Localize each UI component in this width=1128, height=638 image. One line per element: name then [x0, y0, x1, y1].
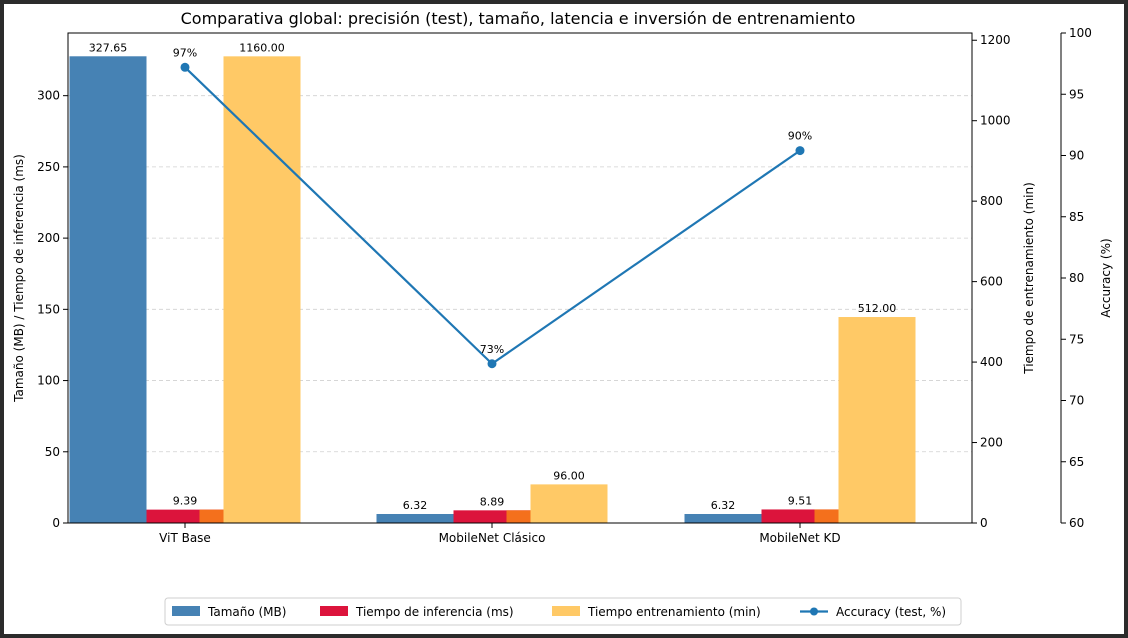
plot-frame [67, 32, 973, 524]
data-label: 512.00 [858, 302, 897, 315]
bars [69, 56, 916, 523]
accuracy-tick-label: 85 [1069, 210, 1084, 224]
legend-entry: Tiempo entrenamiento (min) [587, 605, 761, 619]
legend-marker [810, 607, 818, 616]
data-label: 9.51 [788, 494, 813, 507]
accuracy-point [487, 359, 497, 369]
left-tick-label: 300 [37, 89, 60, 103]
bar-overlay [814, 509, 839, 523]
accuracy-tick-label: 75 [1069, 332, 1084, 346]
accuracy-tick-label: 95 [1069, 87, 1084, 101]
left-tick-label: 50 [45, 445, 60, 459]
right-tick-label: 1200 [980, 33, 1011, 47]
right-axis-label: Tiempo de entrenamiento (min) [1022, 182, 1036, 375]
grid-lines [68, 95, 972, 453]
bar-1-1 [69, 56, 147, 523]
right-tick-label: 0 [980, 516, 988, 530]
legend: Tamaño (MB) Tiempo de inferencia (ms) Tiem… [164, 597, 962, 626]
bar-3-2 [530, 484, 608, 523]
right-tick-label: 800 [980, 194, 1003, 208]
bar-3-3 [838, 317, 916, 523]
data-label: 1160.00 [239, 41, 285, 54]
left-tick-label: 150 [37, 302, 60, 316]
x-tick-label: MobileNet Clásico [439, 531, 546, 545]
data-label: 6.32 [403, 499, 428, 512]
right-tick-label: 600 [980, 275, 1003, 289]
x-tick-label: ViT Base [159, 531, 211, 545]
accuracy-point [795, 146, 805, 156]
data-label: 8.89 [480, 495, 505, 508]
left-tick-label: 0 [52, 516, 60, 530]
accuracy-tick-label: 100 [1069, 26, 1092, 40]
data-label: 6.32 [711, 499, 736, 512]
data-label: 96.00 [553, 469, 585, 482]
data-label: 9.39 [173, 495, 198, 508]
chart-title: Comparativa global: precisión (test), ta… [181, 9, 856, 28]
accuracy-label: 90% [788, 130, 812, 143]
left-tick-label: 250 [37, 160, 60, 174]
right-tick-label: 200 [980, 436, 1003, 450]
accuracy-label: 97% [173, 46, 197, 59]
chart-svg: 327.65 6.32 6.32 9.39 8.89 9.51 1160.00 96.00 51… [12, 9, 1113, 626]
left-tick-label: 200 [37, 231, 60, 245]
bar-overlay [199, 509, 224, 523]
bar-overlay [506, 510, 531, 523]
chart-figure: 327.65 6.32 6.32 9.39 8.89 9.51 1160.00 96.00 51… [4, 4, 1124, 634]
right-tick-label: 1000 [980, 114, 1011, 128]
accuracy-tick-label: 90 [1069, 149, 1084, 163]
accuracy-tick-label: 65 [1069, 455, 1084, 469]
left-tick-label: 100 [37, 374, 60, 388]
bar-1-3 [684, 513, 762, 523]
legend-entry: Tiempo de inferencia (ms) [355, 605, 514, 619]
accuracy-point [180, 62, 190, 72]
legend-entry: Tamaño (MB) [207, 605, 286, 619]
legend-swatch [320, 606, 348, 616]
data-labels: 327.65 6.32 6.32 9.39 8.89 9.51 1160.00 96.00 51… [89, 41, 897, 512]
legend-swatch [172, 606, 200, 616]
data-label: 327.65 [89, 41, 128, 54]
left-axis-label: Tamaño (MB) / Tiempo de inferencia (ms) [12, 154, 26, 403]
accuracy-line [180, 62, 805, 369]
accuracy-axis-label: Accuracy (%) [1099, 238, 1113, 317]
accuracy-tick-label: 80 [1069, 271, 1084, 285]
right-tick-label: 400 [980, 355, 1003, 369]
legend-swatch [552, 606, 580, 616]
x-tick-label: MobileNet KD [759, 531, 840, 545]
axes: 0 50 100 150 200 250 300 Tamaño (MB) / Tiempo d… [12, 26, 1113, 545]
bar-3-1 [223, 56, 301, 523]
legend-entry: Accuracy (test, %) [836, 605, 946, 619]
accuracy-tick-label: 60 [1069, 516, 1084, 530]
accuracy-tick-label: 70 [1069, 394, 1084, 408]
accuracy-label: 73% [480, 343, 504, 356]
bar-1-2 [376, 513, 454, 523]
